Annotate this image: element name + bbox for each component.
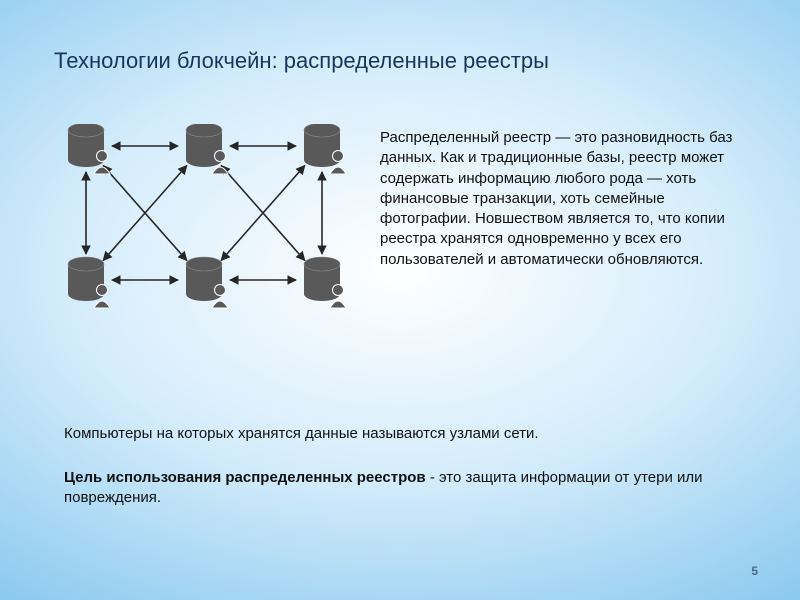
slide-title: Технологии блокчейн: распределенные реес… [54,48,549,74]
purpose-bold: Цель использования распределенных реестр… [64,469,426,486]
nodes-sentence: Компьютеры на которых хранятся данные на… [64,424,704,444]
database-node-icon [304,257,346,308]
database-node-icon [304,124,346,174]
database-node-icon [68,257,110,308]
page-number: 5 [751,564,758,578]
database-node-icon [186,257,228,308]
purpose-paragraph: Цель использования распределенных реестр… [64,468,724,509]
network-diagram [54,124,364,344]
slide: Технологии блокчейн: распределенные реес… [0,0,800,600]
diagram-nodes [68,124,346,308]
description-paragraph: Распределенный реестр — это разновидност… [380,128,750,270]
